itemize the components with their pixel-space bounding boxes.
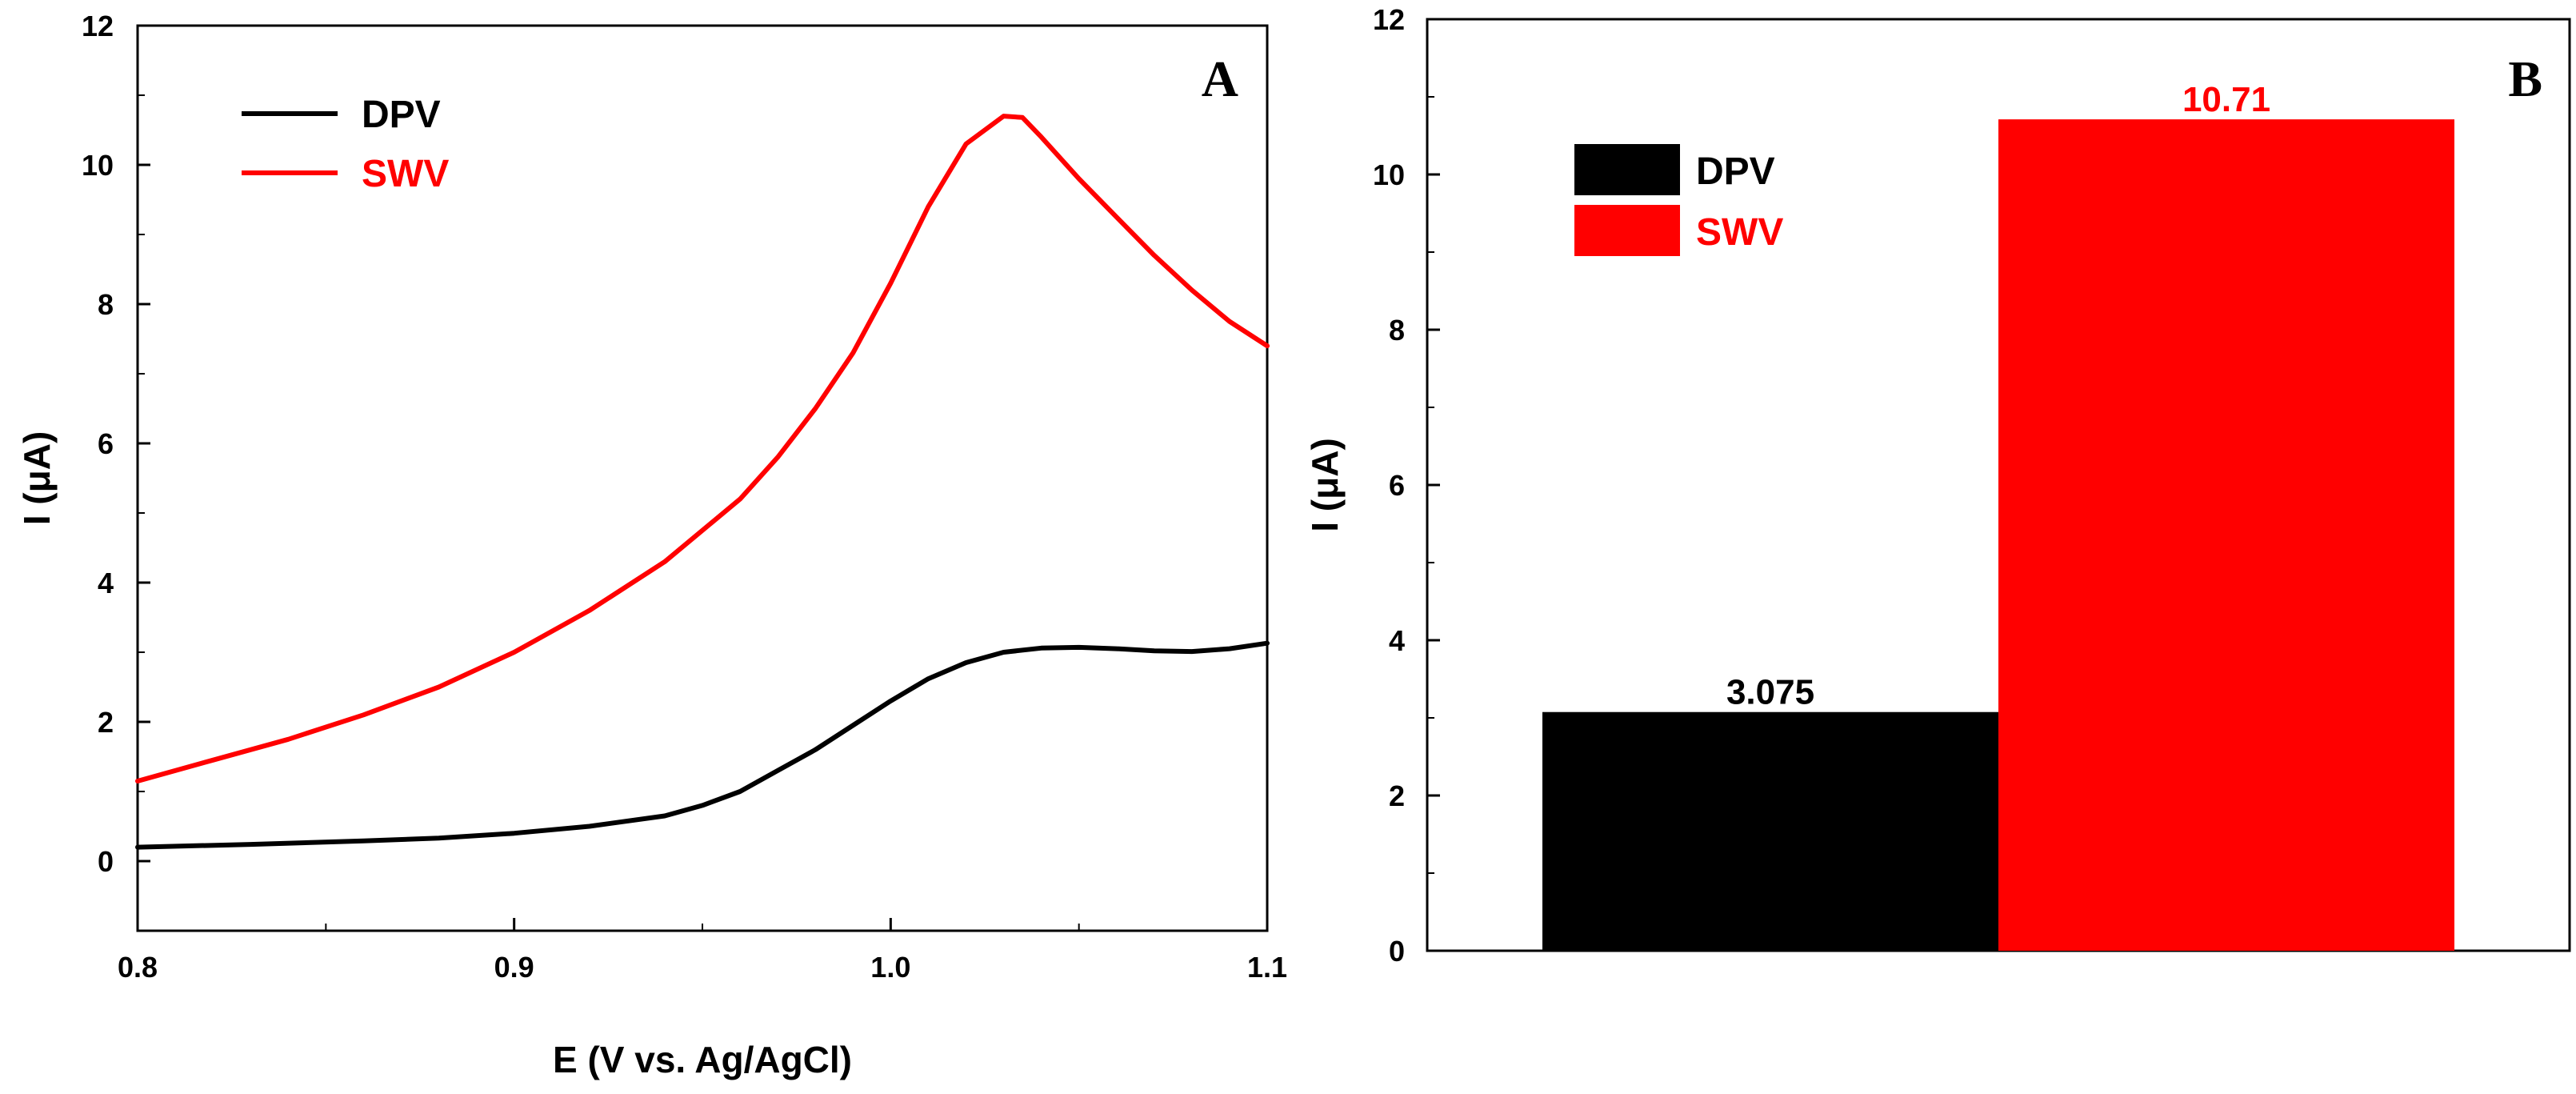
bar-swv [1998, 119, 2454, 951]
plot-frame-a [136, 24, 1269, 932]
panel-label-b: B [2508, 50, 2542, 107]
panel-a: 0 2 4 6 8 10 12 0.8 0.9 1.0 1.1 DPV SWV A E (V vs. Ag/… [16, 10, 1287, 1080]
x-tick-label-a: 0.8 [118, 951, 158, 984]
legend-label-swv: SWV [362, 153, 449, 195]
y-tick-label-a: 2 [98, 706, 114, 739]
legend-swatch-dpv [1574, 144, 1680, 195]
y-tick-label-b: 12 [1373, 3, 1405, 36]
y-tick-label-a: 10 [82, 149, 114, 182]
y-tick-label-a: 12 [82, 10, 114, 42]
series-line-swv [135, 114, 1270, 783]
x-tick-label-a: 1.0 [870, 951, 910, 984]
y-tick-label-b: 8 [1389, 314, 1405, 347]
legend-swatch-swv [1574, 205, 1680, 256]
y-tick-label-b: 10 [1373, 158, 1405, 191]
bar-value-label-swv: 10.71 [2182, 80, 2270, 119]
legend-label-dpv: DPV [362, 94, 441, 136]
panel-b: 0 2 4 6 8 10 12 3.075 10.71 DPV SWV B I (μA) [1304, 3, 2571, 968]
bar-dpv [1542, 711, 1998, 951]
bar-value-label-dpv: 3.075 [1726, 673, 1814, 712]
legend-label-swv: SWV [1696, 211, 1783, 254]
x-tick-label-a: 1.1 [1247, 951, 1287, 984]
x-axis-title-a: E (V vs. Ag/AgCl) [553, 1039, 852, 1080]
y-tick-label-a: 0 [98, 845, 114, 878]
legend-label-dpv: DPV [1696, 150, 1775, 193]
y-tick-label-b: 4 [1389, 624, 1405, 657]
panel-label-a: A [1202, 50, 1238, 107]
y-tick-label-b: 0 [1389, 935, 1405, 968]
series-line-dpv [135, 640, 1270, 850]
x-tick-label-a: 0.9 [494, 951, 534, 984]
y-axis-title-a: I (μA) [16, 431, 58, 526]
y-axis-title-b: I (μA) [1304, 438, 1346, 532]
y-tick-label-a: 6 [98, 427, 114, 460]
y-tick-label-a: 8 [98, 288, 114, 321]
y-tick-label-b: 2 [1389, 779, 1405, 812]
y-tick-label-b: 6 [1389, 469, 1405, 502]
y-tick-label-a: 4 [98, 567, 114, 599]
